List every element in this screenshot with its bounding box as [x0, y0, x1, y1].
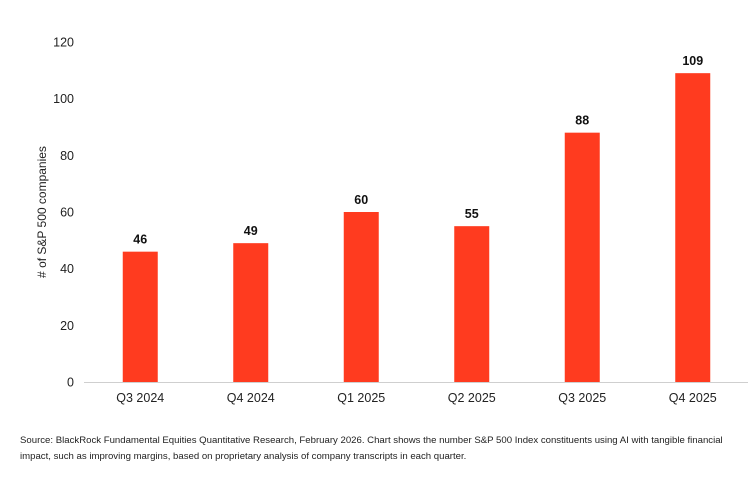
x-tick-label: Q4 2025: [669, 391, 717, 405]
bar: [343, 212, 379, 382]
bar: [564, 132, 600, 382]
bar-value-label: 60: [354, 193, 368, 207]
bars: [122, 73, 711, 383]
y-axis-label: # of S&P 500 companies: [35, 146, 49, 278]
x-tick-label: Q1 2025: [337, 391, 385, 405]
bar-value-labels: 46 49 60 55 88 109: [133, 54, 703, 247]
y-tick-label: 80: [60, 149, 74, 163]
bar-value-label: 55: [465, 207, 479, 221]
y-tick-label: 0: [67, 376, 74, 390]
source-note: Source: BlackRock Fundamental Equities Q…: [20, 435, 723, 462]
bar: [122, 251, 158, 382]
x-tick-label: Q4 2024: [227, 391, 275, 405]
y-tick-label: 120: [53, 36, 74, 50]
y-tick-label: 40: [60, 262, 74, 276]
y-tick-label: 100: [53, 92, 74, 106]
bar: [454, 226, 490, 382]
bar: [675, 73, 711, 383]
bar: [233, 243, 269, 382]
x-axis-ticks: Q3 2024 Q4 2024 Q1 2025 Q2 2025 Q3 2025 Q4 20…: [116, 391, 717, 405]
y-tick-label: 60: [60, 206, 74, 220]
y-tick-label: 20: [60, 319, 74, 333]
bar-value-label: 109: [682, 54, 703, 68]
bar-chart: # of S&P 500 companies 0 20 40 60 80 100 120 4…: [35, 36, 748, 405]
bar-value-label: 88: [575, 114, 589, 128]
bar-value-label: 46: [133, 233, 147, 247]
x-tick-label: Q3 2025: [558, 391, 606, 405]
bar-value-label: 49: [244, 224, 258, 238]
y-axis-ticks: 0 20 40 60 80 100 120: [53, 36, 74, 390]
x-tick-label: Q2 2025: [448, 391, 496, 405]
x-tick-label: Q3 2024: [116, 391, 164, 405]
